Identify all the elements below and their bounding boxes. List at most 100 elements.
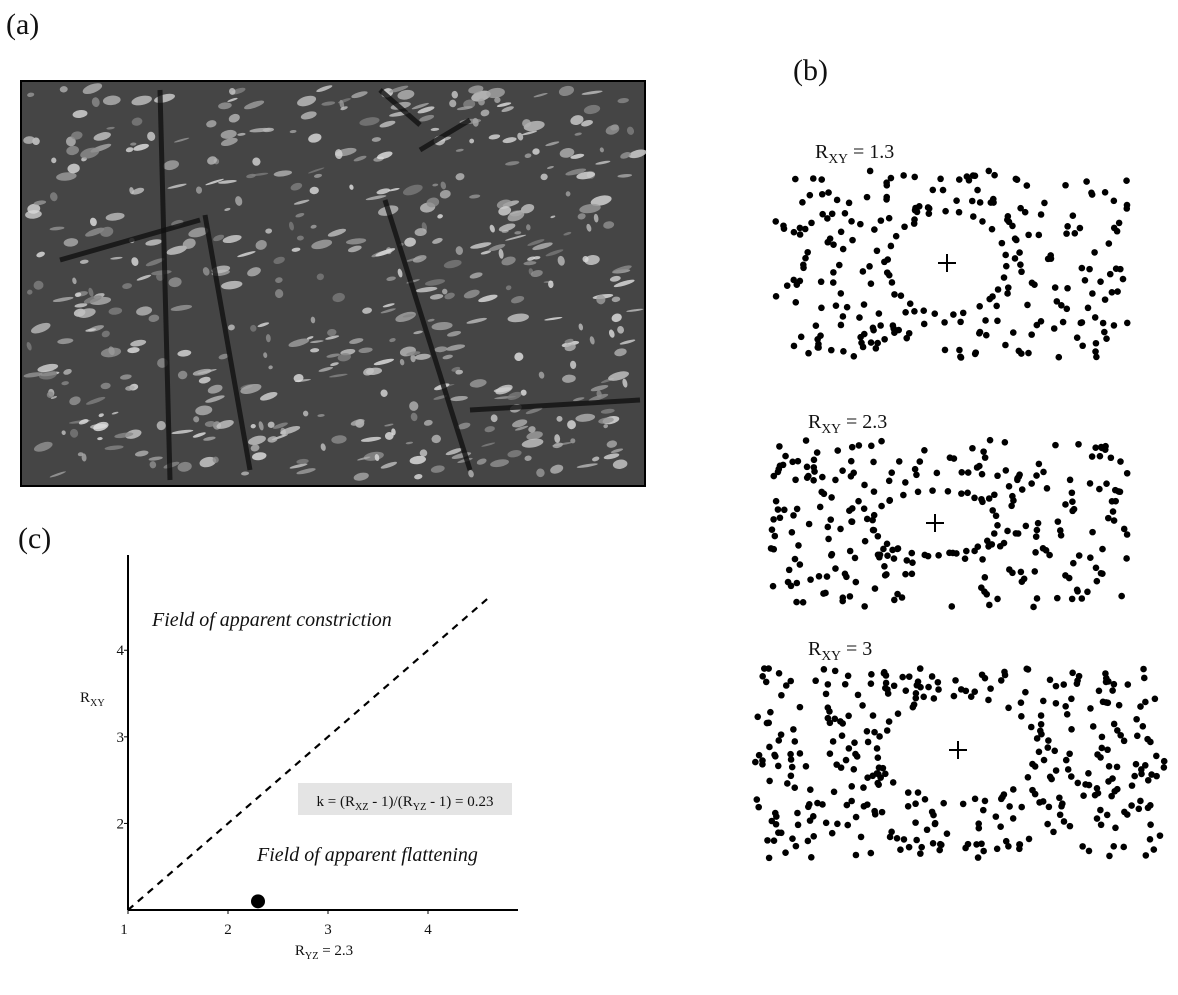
particle	[868, 443, 875, 450]
particle	[832, 565, 839, 572]
annotation: Field of apparent flattening	[256, 844, 478, 866]
particle	[935, 679, 942, 686]
particle	[1152, 696, 1159, 703]
particle	[828, 347, 835, 354]
particle	[819, 191, 826, 198]
particle	[971, 495, 978, 502]
text-part: R	[808, 638, 822, 660]
particle	[912, 695, 919, 702]
particle	[790, 512, 797, 519]
particle	[874, 247, 881, 254]
particle	[945, 488, 952, 495]
particle	[771, 837, 778, 844]
particle	[834, 447, 841, 454]
particle	[795, 822, 802, 829]
text-part: R	[295, 943, 305, 959]
particle	[882, 572, 889, 579]
particle	[958, 469, 965, 476]
particle	[993, 303, 1000, 310]
particle	[1024, 302, 1031, 309]
particle	[1041, 757, 1048, 764]
particle	[1120, 276, 1127, 283]
text-part: - 1)/(R	[369, 794, 413, 810]
particle	[1057, 527, 1064, 534]
particle	[1018, 350, 1025, 357]
particle	[864, 728, 871, 735]
particle	[1117, 732, 1124, 739]
particle	[957, 319, 964, 326]
particle	[771, 752, 778, 759]
particle	[776, 443, 783, 450]
particle	[913, 472, 920, 479]
particle	[969, 445, 976, 452]
particle	[912, 800, 919, 807]
particle	[844, 822, 851, 829]
particle	[937, 176, 944, 183]
particle	[754, 713, 761, 720]
particle	[847, 548, 854, 555]
particle	[925, 204, 932, 211]
particle	[914, 682, 921, 689]
particle	[806, 521, 813, 528]
particle	[1109, 289, 1116, 296]
particle	[778, 731, 785, 738]
particle	[852, 555, 859, 562]
particle	[917, 850, 924, 857]
y-tick-label: 3	[117, 730, 125, 746]
x-tick-label: 2	[224, 922, 232, 938]
particle	[958, 354, 965, 361]
particle	[797, 704, 804, 711]
particle	[778, 692, 785, 699]
particle	[888, 469, 895, 476]
particle	[935, 552, 942, 559]
particle	[974, 187, 981, 194]
particle	[754, 796, 761, 803]
particle	[849, 444, 856, 451]
particle	[1096, 486, 1103, 493]
particle	[894, 546, 901, 553]
particle	[755, 804, 762, 811]
particle	[1123, 555, 1130, 562]
particle	[838, 290, 845, 297]
particle	[888, 243, 895, 250]
particle	[827, 750, 834, 757]
particle	[875, 754, 882, 761]
particle	[901, 836, 908, 843]
particle	[787, 751, 794, 758]
particle	[1092, 314, 1099, 321]
particle	[886, 497, 893, 504]
particle	[1024, 182, 1031, 189]
particle	[861, 331, 868, 338]
particle	[1087, 705, 1094, 712]
particle	[1082, 277, 1089, 284]
particle	[770, 546, 777, 553]
particle	[1018, 699, 1025, 706]
particle	[846, 200, 853, 207]
particle	[1054, 595, 1061, 602]
particle	[1061, 818, 1068, 825]
particle	[886, 478, 893, 485]
particle	[1018, 268, 1025, 275]
particle	[797, 278, 804, 285]
particle	[1097, 453, 1104, 460]
particle	[1125, 681, 1132, 688]
particle	[1111, 225, 1118, 232]
particle	[1111, 788, 1118, 795]
particle	[999, 240, 1006, 247]
particle	[1025, 774, 1032, 781]
particle	[859, 702, 866, 709]
particle	[986, 602, 993, 609]
particle	[834, 821, 841, 828]
particle	[860, 344, 867, 351]
particle	[912, 466, 919, 473]
particle	[792, 299, 799, 306]
particle	[1079, 265, 1086, 272]
center-cross	[926, 514, 944, 532]
particle	[911, 701, 918, 708]
particle	[820, 590, 827, 597]
particle	[1013, 530, 1020, 537]
particle	[848, 798, 855, 805]
particle	[899, 594, 906, 601]
particle	[1124, 320, 1131, 327]
particle	[994, 845, 1001, 852]
